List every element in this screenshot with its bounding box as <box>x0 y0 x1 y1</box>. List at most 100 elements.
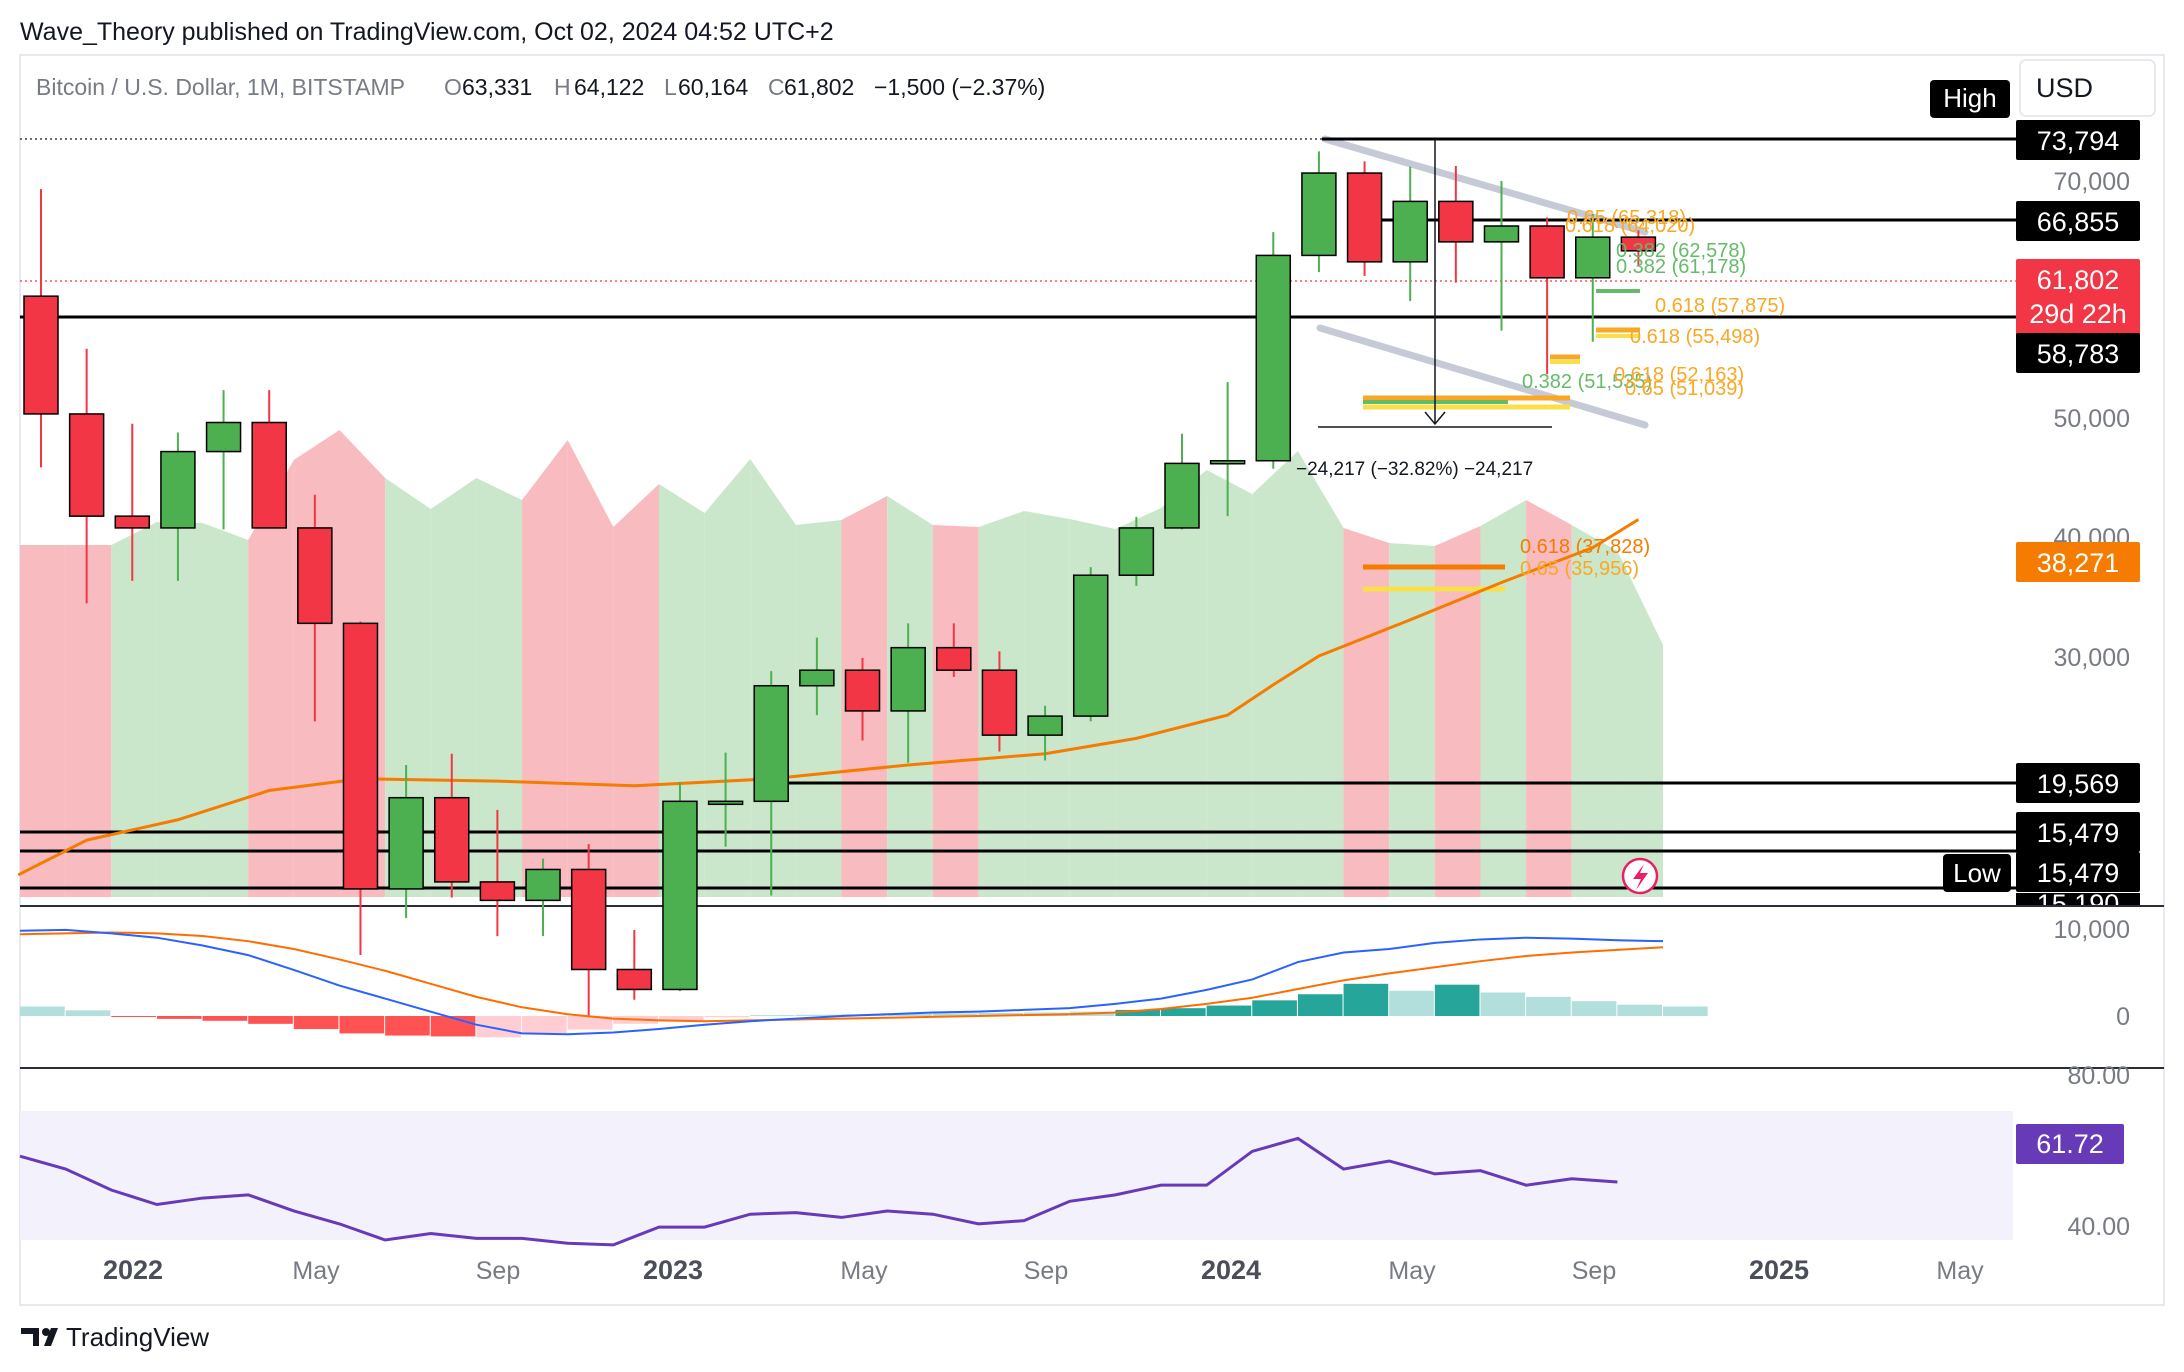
candle[interactable] <box>1575 213 1611 342</box>
low-price-tag-2[interactable]: 15,479 <box>2016 852 2140 892</box>
low-price-tag[interactable]: 15,479 <box>2016 812 2140 852</box>
candle[interactable] <box>844 657 881 741</box>
fib-label: 0.618 (37,828) <box>1520 536 1650 558</box>
macd-signal-line[interactable] <box>19 931 1664 1023</box>
tradingview-logo[interactable]: TradingView <box>21 1322 209 1352</box>
low-price-tag-2-text: 15,479 <box>2037 858 2120 888</box>
candle[interactable] <box>799 637 835 716</box>
macd-hist-bar <box>1252 1000 1297 1016</box>
ohlc-legend: Bitcoin / U.S. Dollar, 1M, BITSTAMP O 63… <box>36 74 1045 100</box>
candle[interactable] <box>1027 705 1063 761</box>
candle[interactable] <box>1483 181 1520 331</box>
area-segment <box>567 440 614 897</box>
candle[interactable] <box>68 348 105 604</box>
time-tick-label: 2023 <box>643 1255 703 1285</box>
macd-hist-bar <box>293 1016 339 1030</box>
candle[interactable] <box>160 432 196 581</box>
macd-hist-bar <box>1343 983 1389 1016</box>
high-price-tag[interactable]: 73,794 <box>2016 120 2140 160</box>
candle[interactable] <box>707 752 744 847</box>
area-segment <box>20 545 66 897</box>
candle-body <box>1483 225 1520 243</box>
last-price-tag-text: 61,802 <box>2037 265 2120 295</box>
alert-icon[interactable] <box>1621 857 1659 895</box>
candle-body <box>570 868 607 971</box>
candle[interactable] <box>205 390 242 530</box>
macd-line[interactable] <box>19 928 1664 1036</box>
candle-body <box>1255 254 1292 462</box>
candle[interactable] <box>434 753 470 898</box>
candle[interactable] <box>1301 151 1337 273</box>
rsi-tick-label: 40.00 <box>2067 1213 2130 1241</box>
candle[interactable] <box>1346 161 1383 276</box>
macd-hist-bar <box>1617 1004 1663 1016</box>
fib-layer <box>1363 289 1640 592</box>
macd-hist-bar <box>978 1012 1024 1016</box>
channel-upper-line[interactable] <box>1321 135 1649 236</box>
ema-line[interactable] <box>17 518 1640 877</box>
last-price-tag[interactable]: 61,802 29d 22h <box>2016 259 2140 336</box>
macd-hist-bar <box>1297 994 1343 1016</box>
candle[interactable] <box>1072 567 1109 722</box>
candle[interactable] <box>1118 516 1155 586</box>
candle[interactable] <box>662 782 698 992</box>
candle[interactable] <box>1620 230 1657 266</box>
channel-lower-line[interactable] <box>1316 324 1649 429</box>
level-tag-19569-text: 19,569 <box>2037 769 2120 799</box>
rsi-line[interactable] <box>19 1136 1618 1247</box>
candle-body <box>1301 172 1337 257</box>
candle[interactable] <box>753 671 789 896</box>
candle[interactable] <box>616 930 653 1000</box>
candle[interactable] <box>981 651 1018 752</box>
symbol-title: Bitcoin / U.S. Dollar, 1M, BITSTAMP <box>36 74 405 100</box>
low-label: L <box>664 74 677 100</box>
brand-name: TradingView <box>66 1322 209 1352</box>
candle[interactable] <box>1438 165 1474 283</box>
measure-tool[interactable]: −24,217 (−32.82%) −24,217 <box>1296 139 1552 480</box>
level-tag-66855[interactable]: 66,855 <box>2016 201 2140 241</box>
candle[interactable] <box>342 621 379 955</box>
currency-button[interactable]: USD <box>2019 59 2156 117</box>
area-segment <box>1115 508 1161 897</box>
candle[interactable] <box>1255 232 1292 469</box>
candle[interactable] <box>388 764 424 918</box>
macd-hist-bar <box>1434 984 1480 1016</box>
rsi-value-tag[interactable]: 61.72 <box>2016 1124 2124 1164</box>
ema-price-tag-bg <box>2016 542 2140 582</box>
time-tick-label: 2024 <box>1201 1255 1261 1285</box>
macd-hist-bar <box>887 1013 932 1016</box>
area-segment <box>1617 551 1664 897</box>
level-tag-58783-text: 58,783 <box>2037 339 2120 369</box>
high-button[interactable]: High <box>1930 80 2010 118</box>
candle[interactable] <box>890 623 926 763</box>
candle[interactable] <box>1529 217 1565 375</box>
candle-body <box>434 796 470 883</box>
candles-layer <box>23 151 1657 1027</box>
candle[interactable] <box>23 189 59 468</box>
high-label: H <box>554 74 571 100</box>
low-button-label: Low <box>1953 858 2001 888</box>
candle[interactable] <box>1209 382 1246 517</box>
macd-hist-bar <box>704 1016 750 1018</box>
ema-price-tag[interactable]: 38,271 <box>2016 542 2140 582</box>
area-segment <box>613 484 659 897</box>
time-tick-label: May <box>840 1257 888 1285</box>
candle[interactable] <box>479 809 516 937</box>
fib-label: 0.618 (64,020) <box>1565 215 1695 237</box>
candle[interactable] <box>251 390 287 529</box>
candle[interactable] <box>297 494 333 722</box>
fib-label: 0.65 (51,039) <box>1625 378 1744 400</box>
candle[interactable] <box>525 858 561 937</box>
area-segment <box>111 522 157 897</box>
level-tag-19569[interactable]: 19,569 <box>2016 763 2140 803</box>
candle[interactable] <box>570 844 607 1027</box>
candle[interactable] <box>936 623 972 677</box>
low-button[interactable]: Low <box>1943 854 2011 892</box>
candle[interactable] <box>1392 166 1428 302</box>
level-tag-58783[interactable]: 58,783 <box>2016 333 2140 373</box>
candle[interactable] <box>114 423 151 581</box>
macd-hist-bar <box>202 1016 248 1021</box>
candle[interactable] <box>1164 433 1200 530</box>
macd-hist-bar <box>1526 996 1571 1016</box>
